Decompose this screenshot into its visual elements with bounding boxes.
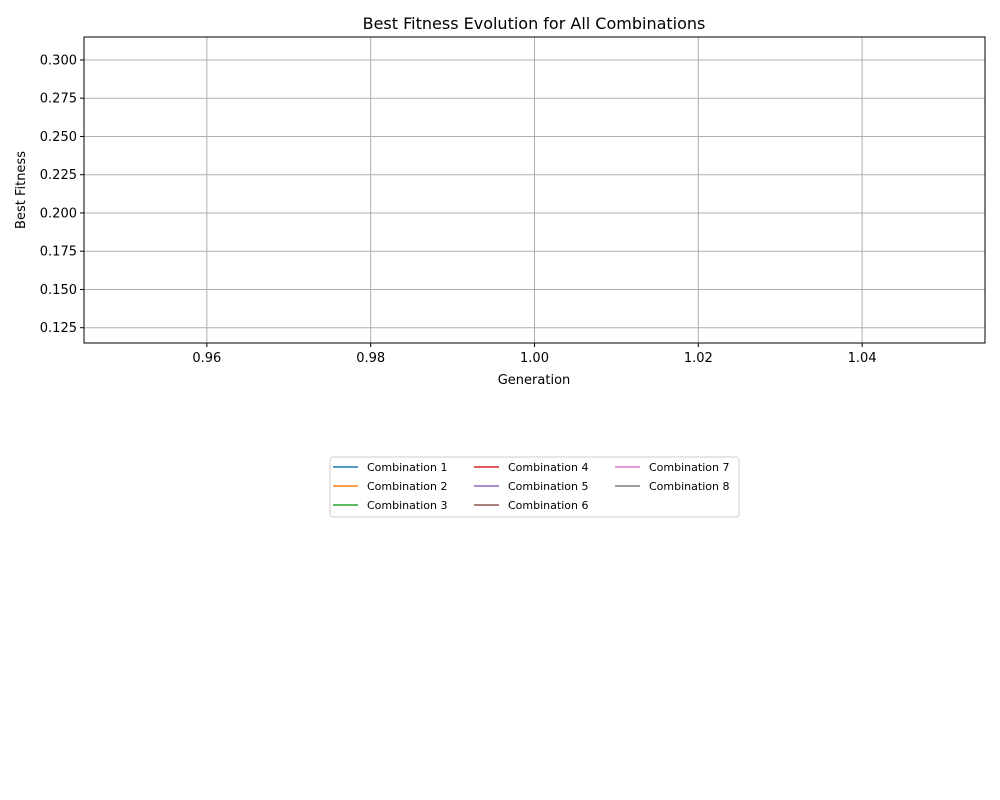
legend: Combination 1 Combination 2 Combination 3 C… [329, 456, 740, 518]
legend-item-4: Combination 4 [474, 461, 588, 474]
y-axis: 0.125 0.150 0.175 0.200 0.225 0.250 0.275 0.300 [40, 53, 84, 336]
x-axis: 0.96 0.98 1.00 1.02 1.04 [192, 343, 877, 366]
x-tick-label: 1.04 [848, 351, 877, 366]
legend-item-7: Combination 7 [615, 461, 729, 474]
legend-label: Combination 6 [508, 499, 588, 512]
x-tick-label: 1.00 [520, 351, 549, 366]
legend-label: Combination 1 [367, 461, 447, 474]
y-tick-label: 0.150 [40, 283, 77, 298]
legend-item-5: Combination 5 [474, 480, 588, 493]
y-axis-label: Best Fitness [14, 151, 29, 229]
y-tick-label: 0.250 [40, 130, 77, 145]
y-tick-label: 0.225 [40, 168, 77, 183]
legend-box [329, 456, 740, 518]
legend-label: Combination 2 [367, 480, 447, 493]
y-tick-label: 0.300 [40, 53, 77, 68]
legend-item-2: Combination 2 [333, 480, 447, 493]
legend-item-1: Combination 1 [333, 461, 447, 474]
chart-title: Best Fitness Evolution for All Combinati… [363, 14, 706, 33]
legend-item-8: Combination 8 [615, 480, 729, 493]
legend-label: Combination 7 [649, 461, 729, 474]
legend-item-3: Combination 3 [333, 499, 447, 512]
x-tick-label: 0.96 [192, 351, 221, 366]
y-tick-label: 0.275 [40, 92, 77, 107]
x-tick-label: 0.98 [356, 351, 385, 366]
legend-label: Combination 4 [508, 461, 588, 474]
y-tick-label: 0.200 [40, 206, 77, 221]
x-tick-label: 1.02 [684, 351, 713, 366]
legend-label: Combination 5 [508, 480, 588, 493]
legend-label: Combination 3 [367, 499, 447, 512]
legend-item-6: Combination 6 [474, 499, 588, 512]
legend-label: Combination 8 [649, 480, 729, 493]
grid-lines [84, 37, 985, 343]
y-tick-label: 0.175 [40, 245, 77, 260]
y-tick-label: 0.125 [40, 321, 77, 336]
x-axis-label: Generation [498, 373, 571, 388]
